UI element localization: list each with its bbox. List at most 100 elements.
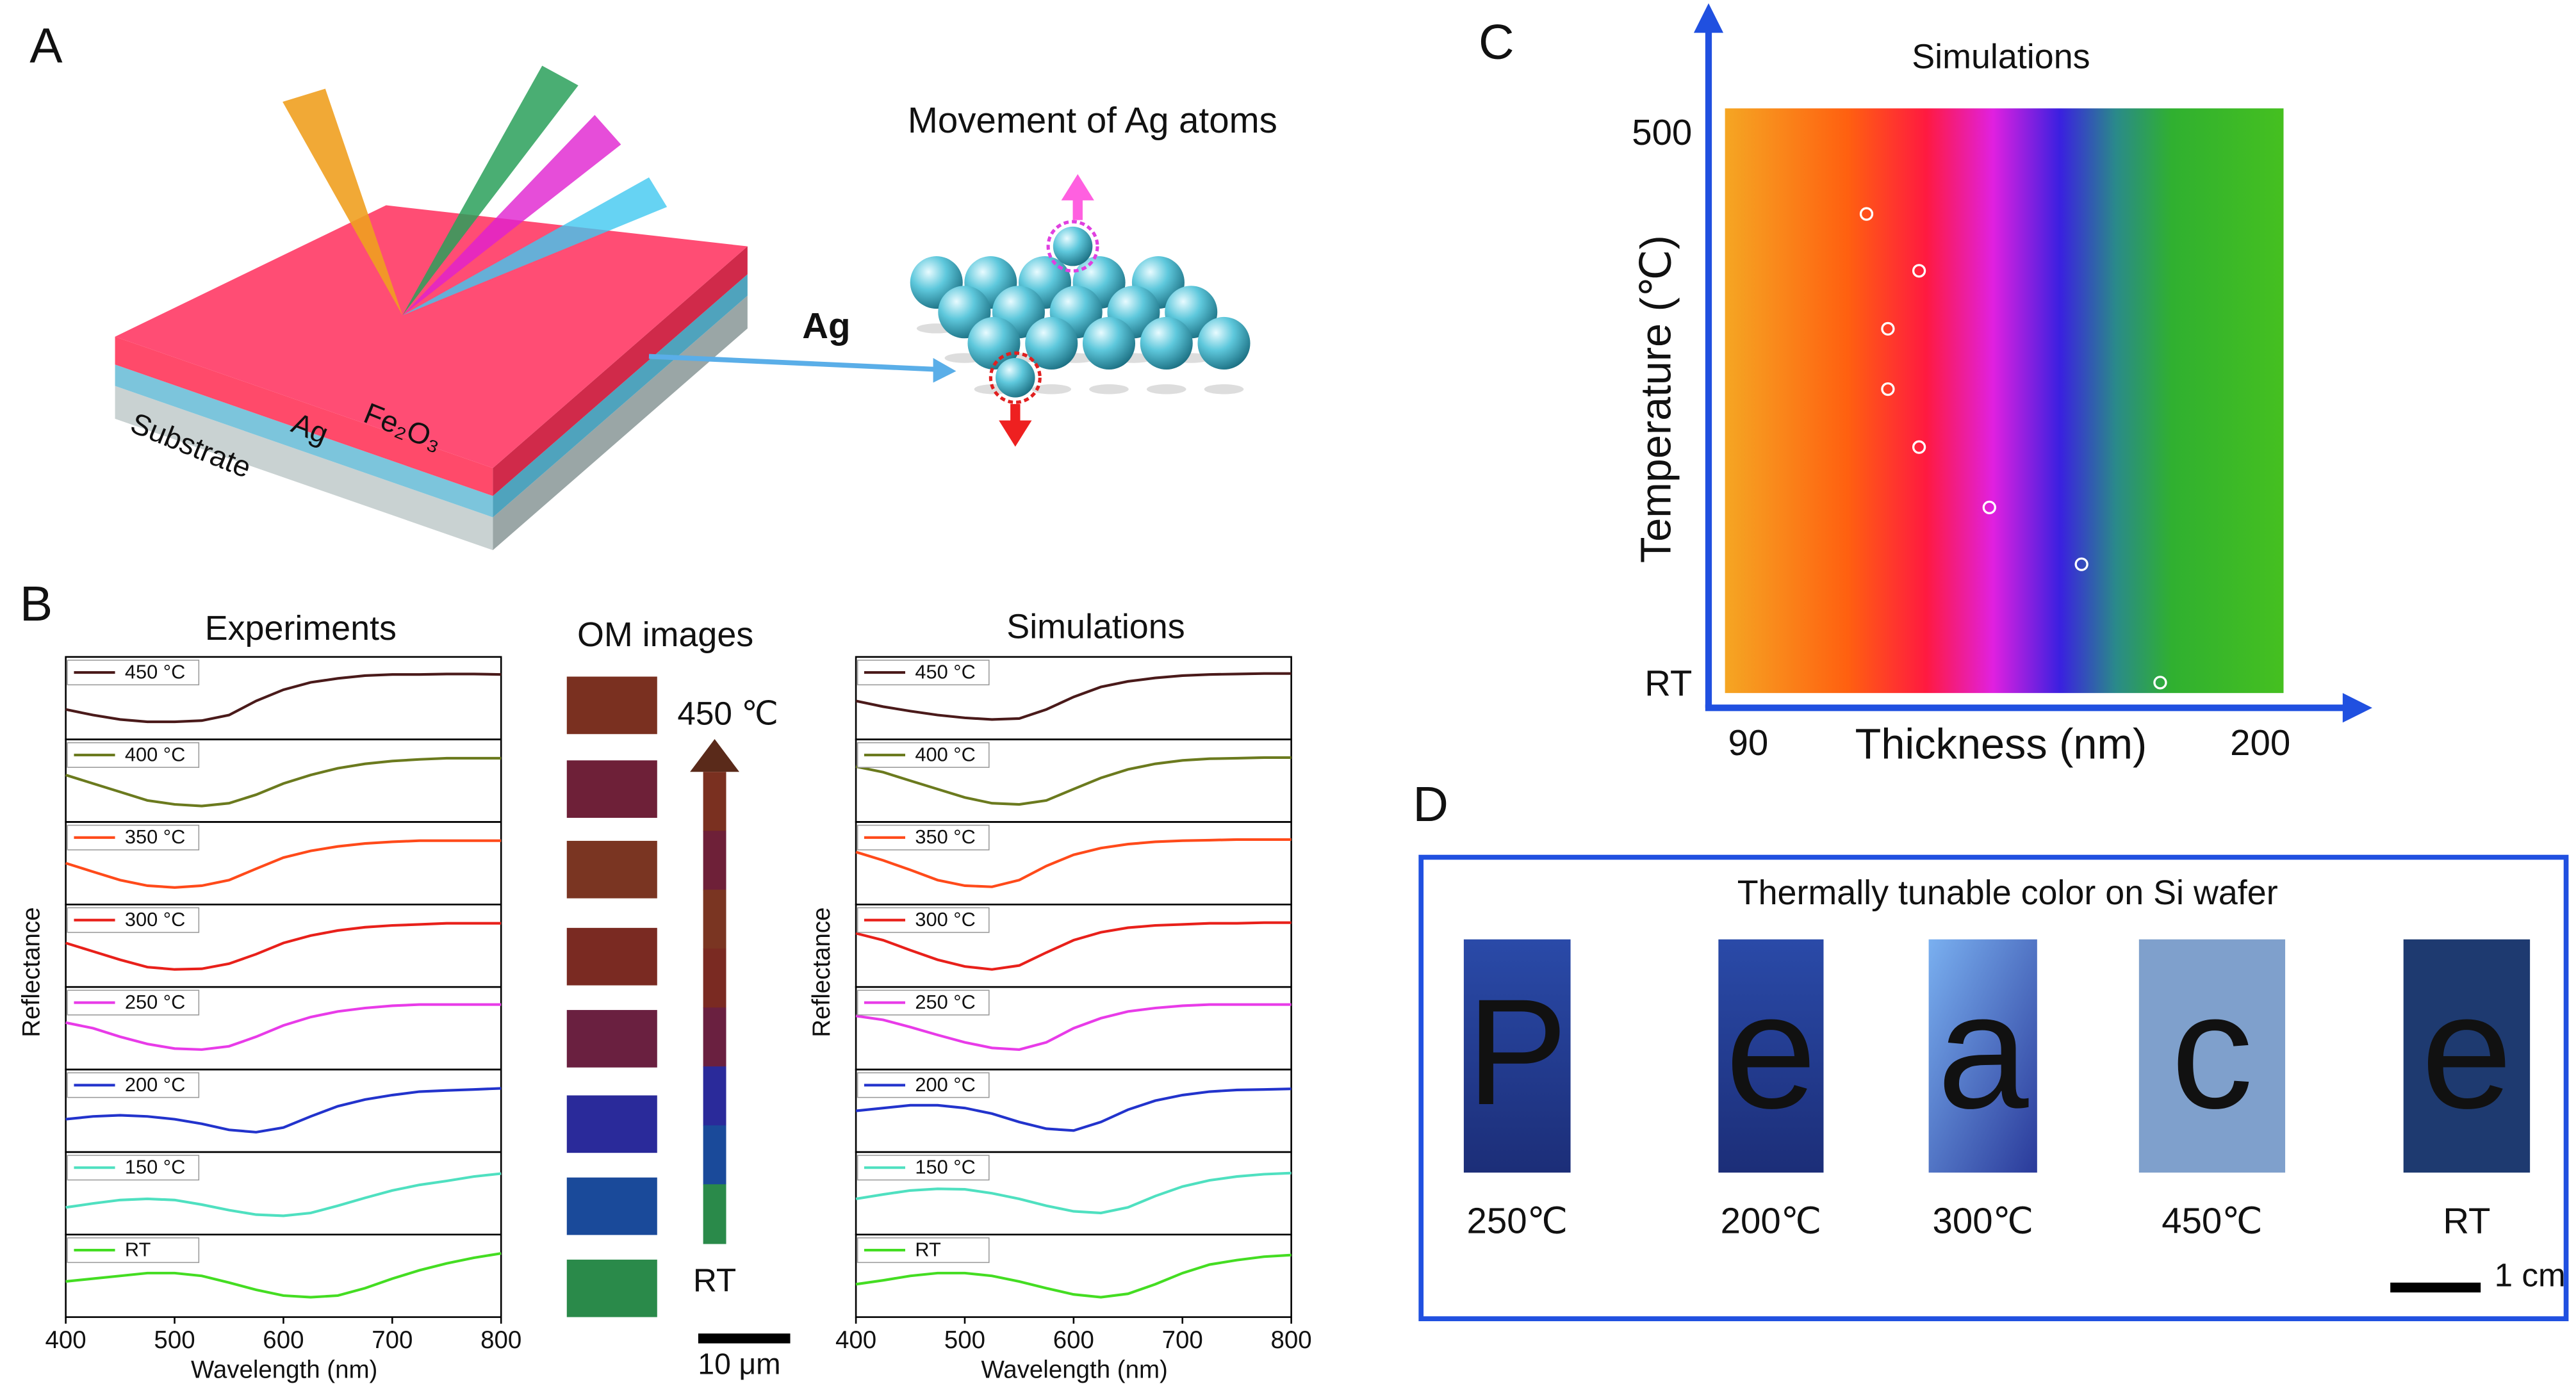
wafer-image — [2138, 939, 2286, 1173]
legend-label: 300 °C — [125, 908, 185, 931]
spectrum-line — [65, 1087, 502, 1134]
x-tick-label: 500 — [944, 1326, 985, 1354]
wafer-letter: c — [2171, 959, 2253, 1143]
highlight — [989, 351, 1042, 404]
y-tick-label: RT — [1645, 663, 1692, 703]
spectrum-line — [65, 1172, 502, 1217]
arrowhead — [1061, 174, 1094, 200]
legend-label: 400 °C — [125, 743, 185, 765]
spectrum-line — [65, 672, 502, 724]
legend-label: 450 °C — [125, 661, 185, 683]
om-image — [566, 676, 657, 735]
x-tick-label: 600 — [263, 1326, 304, 1354]
data-point — [1881, 321, 1895, 336]
panel-frame — [1418, 854, 2569, 1322]
map-title: Simulations — [1912, 38, 2090, 76]
spectrum-line — [855, 1087, 1292, 1132]
color-bar-segment — [703, 1125, 726, 1185]
data-point — [2153, 676, 2167, 690]
legend-label: 200 °C — [915, 1073, 975, 1096]
color-bar-segment — [703, 1007, 726, 1068]
x-tick-label: 600 — [1053, 1326, 1094, 1354]
atom — [1197, 316, 1251, 370]
color-bar-segment — [703, 1066, 726, 1127]
om-label: RT — [693, 1262, 736, 1298]
wafer-letter: e — [1725, 959, 1817, 1143]
om-image — [566, 840, 657, 899]
data-point — [1912, 440, 1926, 454]
x-tick-label: 90 — [1728, 722, 1769, 763]
arrowhead — [690, 738, 740, 772]
panel-title: Thermally tunable color on Si wafer — [1737, 874, 2278, 912]
highlight — [1046, 220, 1099, 273]
color-bar-segment — [703, 831, 726, 891]
spectrum-line — [65, 922, 502, 971]
y-axis-label: Reflectance — [808, 907, 835, 1037]
x-axis-label: Wavelength (nm) — [191, 1356, 377, 1383]
wafer-image — [1718, 939, 1824, 1173]
shadow — [1204, 384, 1244, 395]
legend-label: 350 °C — [125, 826, 185, 848]
wafer-label: 300℃ — [1932, 1200, 2033, 1241]
plot-title: Simulations — [1006, 607, 1185, 646]
atom — [1140, 316, 1193, 370]
map-overlay: 90 200 RT 500 — [1632, 112, 2290, 763]
atom — [1025, 316, 1078, 370]
om-title: OM images — [577, 615, 753, 654]
wafer-image — [1928, 939, 2037, 1173]
arrowhead — [1693, 3, 1724, 33]
legend-label: 350 °C — [915, 826, 975, 848]
legend-label: 450 °C — [915, 661, 975, 683]
om-image — [566, 1259, 657, 1317]
y-axis-label: Temperature (℃) — [1633, 235, 1680, 563]
panel-letter: C — [1479, 15, 1514, 70]
shadow — [1089, 384, 1129, 395]
arrow — [648, 354, 940, 372]
spectrum-line — [855, 838, 1292, 888]
spectrum-line — [855, 756, 1292, 806]
legend-label: 200 °C — [125, 1073, 185, 1096]
spectrum-line — [65, 1003, 502, 1051]
om-image — [566, 760, 657, 818]
shadow — [1031, 384, 1072, 395]
scale-label: 10 μm — [698, 1347, 780, 1381]
data-point — [2074, 557, 2088, 571]
legend-box — [67, 742, 200, 768]
wafer-letter: a — [1937, 959, 2030, 1143]
data-point — [1881, 382, 1895, 396]
om-images — [566, 676, 726, 1317]
legend-label: RT — [915, 1239, 941, 1261]
wafer-letter: P — [1467, 967, 1568, 1136]
x-axis-label: Thickness (nm) — [1855, 720, 2147, 768]
wafer-samples: P 250℃ e 200℃ a 300℃ c 450℃ e RT — [1463, 939, 2531, 1241]
x-tick-label: 400 — [45, 1326, 86, 1354]
legend-label: 400 °C — [915, 743, 975, 765]
wafer-image — [2403, 939, 2531, 1173]
atom — [996, 358, 1035, 398]
spectrum-line — [855, 921, 1292, 971]
x-tick-label: 800 — [1271, 1326, 1312, 1354]
spectrum-line — [855, 1171, 1292, 1215]
x-tick-label: 800 — [480, 1326, 521, 1354]
x-tick-label: 200 — [2230, 722, 2290, 763]
spectrum-line — [65, 839, 502, 889]
wafer-label: 450℃ — [2162, 1200, 2262, 1241]
x-axis-label: Wavelength (nm) — [981, 1356, 1167, 1383]
data-point — [1859, 207, 1874, 221]
panel-letter: A — [29, 18, 63, 73]
plot-title: Experiments — [205, 609, 397, 647]
wafer-letter: e — [2421, 959, 2513, 1143]
atom-lattice — [910, 174, 1251, 447]
panel-letter: B — [20, 576, 53, 631]
om-label: 450 ℃ — [677, 696, 778, 732]
arrowhead — [999, 420, 1032, 447]
sample-stack — [115, 65, 748, 551]
wafer-label: 200℃ — [1721, 1200, 1821, 1241]
wafer-label: 250℃ — [1466, 1200, 1567, 1241]
color-map — [1725, 108, 2284, 694]
atom — [1053, 226, 1093, 266]
atom — [967, 316, 1021, 370]
legend-label: 250 °C — [125, 991, 185, 1013]
legend-label: 250 °C — [915, 991, 975, 1013]
